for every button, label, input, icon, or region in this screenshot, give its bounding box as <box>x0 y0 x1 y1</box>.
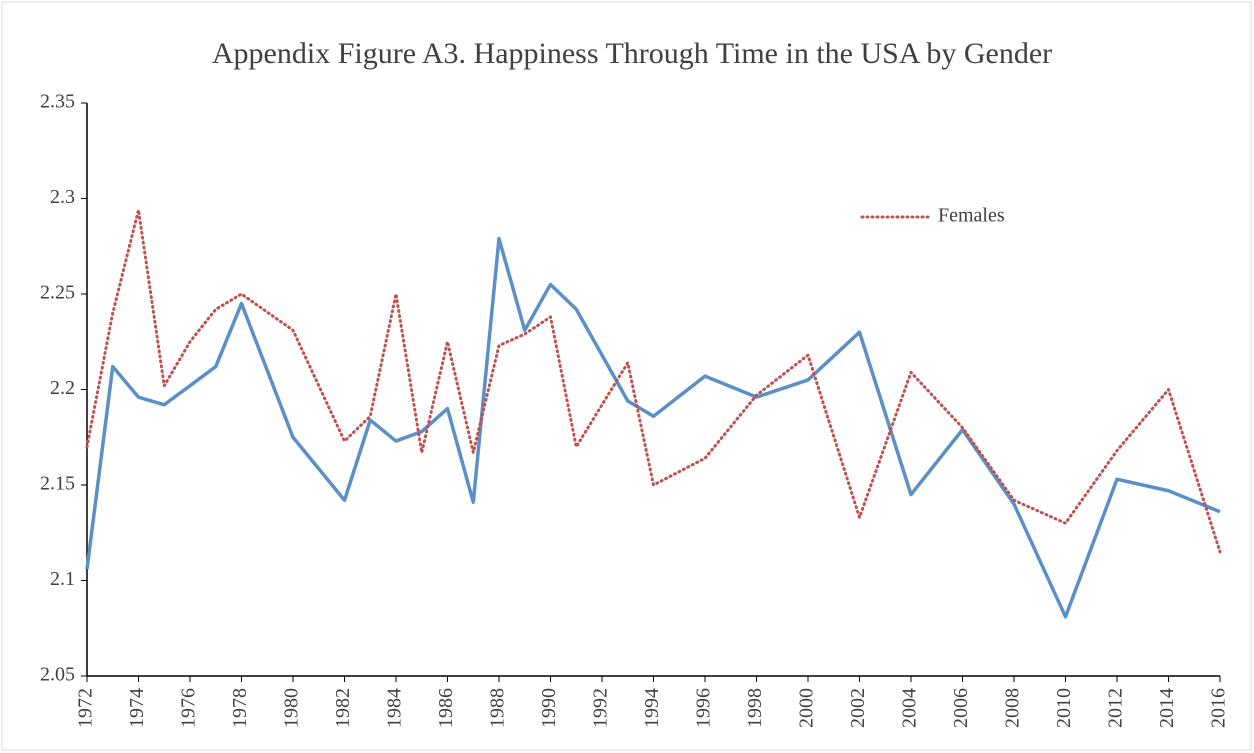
y-tick-label: 2.3 <box>50 186 75 208</box>
x-tick-label: 1988 <box>487 688 509 728</box>
legend-label: Females <box>938 205 1005 227</box>
x-tick-label: 1972 <box>75 688 97 728</box>
x-tick-label: 2004 <box>899 688 921 728</box>
y-tick-label: 2.15 <box>40 473 75 495</box>
line-series <box>85 236 1221 619</box>
y-tick-label: 2.05 <box>40 664 75 686</box>
y-tick-label: 2.2 <box>50 377 75 399</box>
x-tick-label: 2010 <box>1053 688 1075 728</box>
x-tick-label: 1974 <box>126 688 148 728</box>
x-tick-label: 2000 <box>796 688 818 728</box>
x-tick-label: 1994 <box>641 688 663 728</box>
x-tick-label: 1986 <box>435 688 457 728</box>
x-tick-label: 1990 <box>538 688 560 728</box>
x-tick-label: 2012 <box>1105 688 1127 728</box>
chart-title: Appendix Figure A3. Happiness Through Ti… <box>212 37 1052 70</box>
x-tick-label: 2008 <box>1002 688 1024 728</box>
x-tick-label: 1998 <box>744 688 766 728</box>
x-tick-label: 2014 <box>1156 688 1178 728</box>
y-tick-label: 2.35 <box>40 91 75 113</box>
x-tick-label: 1992 <box>590 688 612 728</box>
x-tick-label: 1984 <box>384 688 406 728</box>
x-tick-label: 2006 <box>950 688 972 728</box>
y-tick-label: 2.25 <box>40 282 75 304</box>
x-tick-label: 1982 <box>332 688 354 728</box>
x-tick-label: 1980 <box>281 688 303 728</box>
line-series <box>85 208 1222 554</box>
x-tick-label: 2016 <box>1208 688 1230 728</box>
x-tick-label: 1978 <box>229 688 251 728</box>
x-tick-label: 1996 <box>693 688 715 728</box>
y-tick-label: 2.1 <box>50 568 75 590</box>
x-tick-label: 1976 <box>178 688 200 728</box>
x-tick-label: 2002 <box>847 688 869 728</box>
